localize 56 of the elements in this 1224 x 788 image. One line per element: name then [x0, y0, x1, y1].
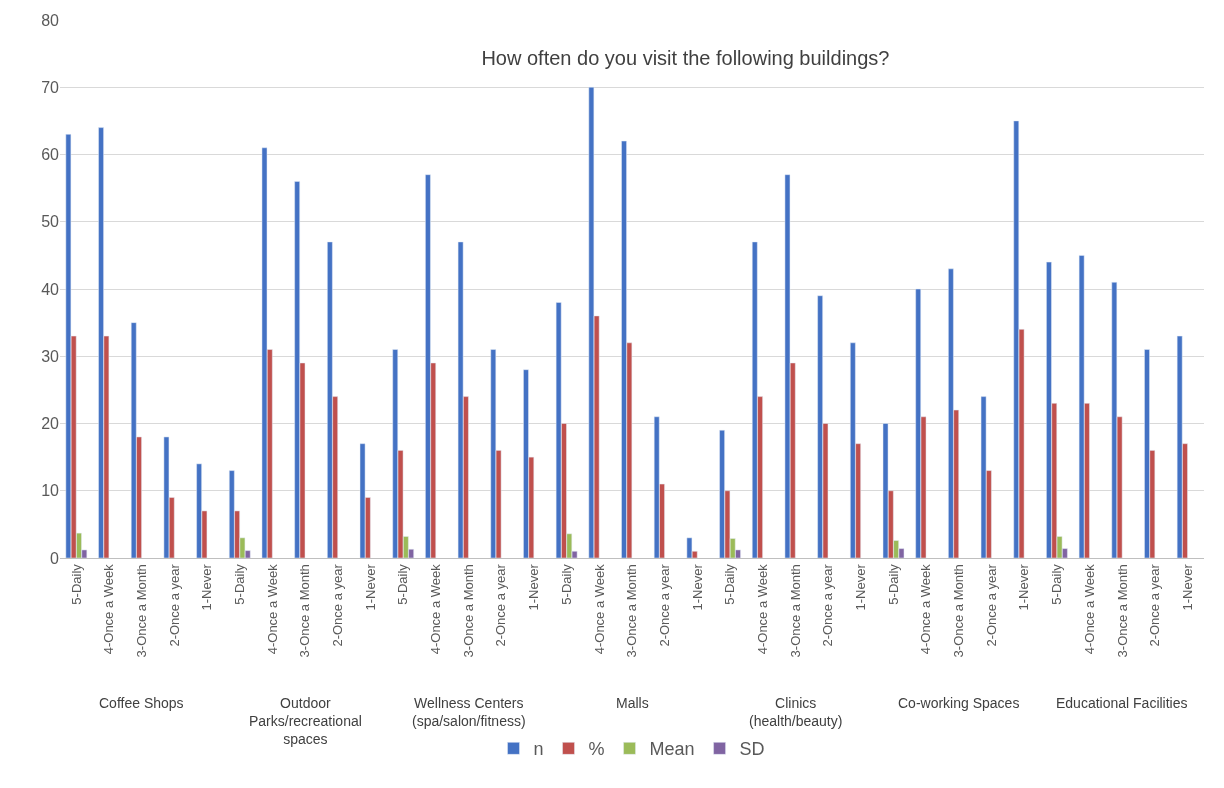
x-tick-label: 2-Once a year [330, 563, 346, 647]
x-tick-label: 5-Daily [68, 563, 84, 605]
x-tick-label: 3-Once a Month [624, 564, 640, 658]
y-tick-label: 70 [41, 78, 60, 96]
x-tick-label: 5-Daily [395, 563, 411, 605]
x-tick-label: 4-Once a Week [428, 563, 444, 655]
x-tick-label: 3-Once a Month [297, 564, 313, 658]
y-tick-label: 80 [41, 11, 60, 29]
x-tick-label: 4-Once a Week [1081, 563, 1097, 655]
x-tick-label: 2-Once a year [1147, 563, 1163, 647]
y-tick-label: 40 [41, 280, 60, 298]
x-tick-label: 1-Never [689, 563, 705, 611]
text: Clinics (health/beauty) [749, 695, 843, 730]
y-tick-label: 0 [50, 549, 60, 567]
x-tick-label: 1-Never [199, 563, 215, 611]
x-tick-label: 5-Daily [232, 563, 247, 605]
x-tick-label: 2-Once a year [493, 563, 509, 647]
legend-label: n [533, 739, 544, 760]
text: Wellness Centers (spa/salon/fitness) [412, 695, 526, 730]
text: Outdoor Parks/recreational spaces [249, 695, 362, 748]
text: Educational Facilities [1056, 695, 1188, 711]
y-tick-label: 20 [41, 415, 60, 433]
text: How often do you visit the following buildings? [481, 47, 890, 70]
x-tick-label: 5-Daily [885, 563, 901, 605]
x-tick-label: 2-Once a year [166, 563, 182, 647]
x-tick-label: 1-Never [1179, 563, 1195, 611]
x-tick-label: 4-Once a Week [754, 563, 770, 655]
x-tick-label: 3-Once a Month [133, 564, 149, 658]
x-tick-label: 3-Once a Month [1114, 564, 1130, 658]
legend-label: Mean [649, 739, 695, 760]
x-tick-label: 1-Never [853, 563, 869, 611]
x-tick-label: 4-Once a Week [918, 563, 934, 655]
y-tick-label: 50 [41, 213, 60, 231]
x-tick-label: 5-Daily [722, 563, 738, 605]
x-tick-label: 1-Never [526, 563, 542, 611]
x-tick-label: 2-Once a year [983, 563, 999, 647]
y-tick-label: 10 [41, 482, 60, 500]
legend-label: SD [739, 739, 765, 760]
legend-label: % [588, 739, 605, 760]
y-tick-label: 30 [41, 347, 60, 365]
x-tick-label: 2-Once a year [656, 563, 672, 647]
x-tick-label: 5-Daily [558, 563, 574, 605]
x-tick-label: 1-Never [362, 563, 378, 611]
x-tick-label: 4-Once a Week [264, 563, 280, 655]
text: Malls [616, 695, 649, 711]
x-tick-label: 4-Once a Week [101, 563, 117, 655]
x-tick-label: 1-Never [1016, 563, 1032, 611]
x-tick-label: 3-Once a Month [787, 564, 803, 658]
text: Co-working Spaces [898, 695, 1020, 711]
x-tick-label: 3-Once a Month [951, 564, 967, 658]
y-tick-label: 60 [41, 146, 60, 164]
text: Coffee Shops [99, 695, 184, 711]
x-tick-label: 4-Once a Week [591, 563, 607, 655]
x-tick-label: 3-Once a Month [460, 564, 476, 658]
x-tick-label: 2-Once a year [820, 563, 836, 647]
x-tick-label: 5-Daily [1049, 563, 1065, 605]
